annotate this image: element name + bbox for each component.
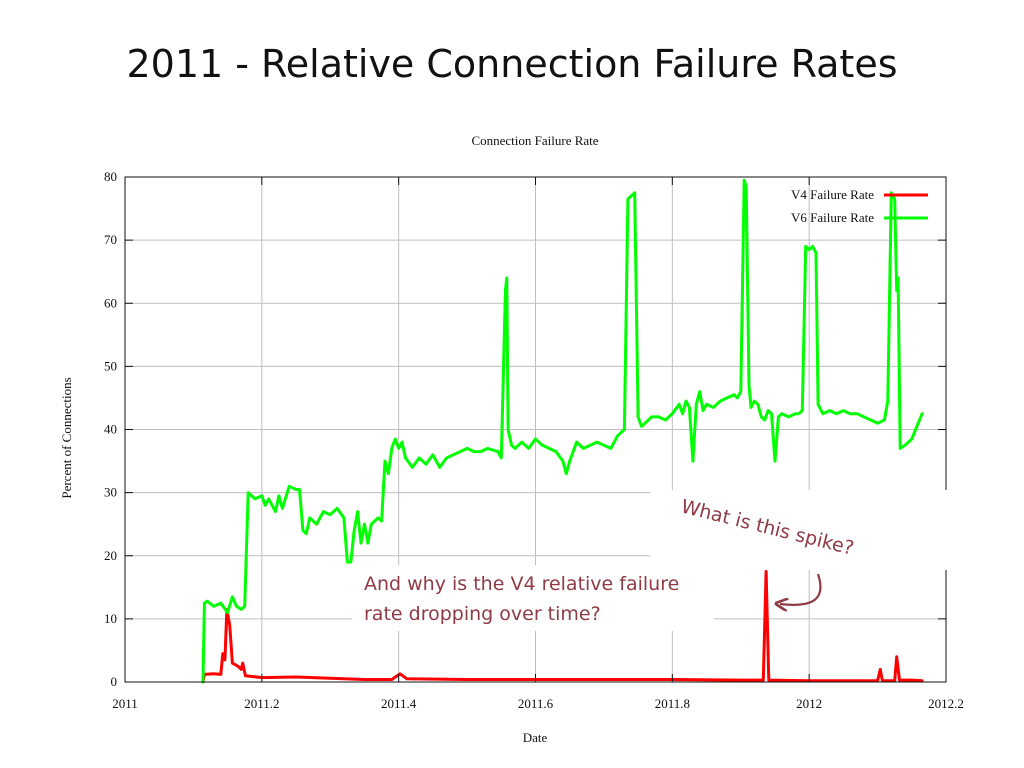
slide-title: 2011 - Relative Connection Failure Rates <box>126 42 898 86</box>
legend-label: V4 Failure Rate <box>791 187 874 202</box>
y-tick-label: 50 <box>104 358 117 373</box>
x-axis-label: Date <box>522 730 548 745</box>
y-tick-label: 30 <box>104 485 117 500</box>
y-tick-label: 20 <box>104 548 117 563</box>
chart-title: Connection Failure Rate <box>471 133 599 148</box>
x-tick-label: 2012.2 <box>928 696 964 711</box>
x-tick-label: 2011.8 <box>655 696 690 711</box>
dropping-annotation-backdrop <box>352 565 714 631</box>
v6-series-line <box>201 178 924 684</box>
series-layer <box>201 178 924 684</box>
y-tick-label: 0 <box>111 674 118 689</box>
axis-ticks: 0 10 20 30 40 50 60 70 80 2011 2011.2 2011.4 2011.6 2… <box>104 169 964 711</box>
legend: V4 Failure Rate V6 Failure Rate <box>791 187 928 225</box>
annotations: What is this spike? And why is the V4 re… <box>352 490 950 631</box>
y-tick-label: 70 <box>104 232 117 247</box>
x-tick-label: 2011 <box>112 696 138 711</box>
dropping-annotation-line1: And why is the V4 relative failure <box>364 573 679 595</box>
dropping-annotation-line2: rate dropping over time? <box>364 603 601 625</box>
curved-arrow-icon <box>780 573 822 605</box>
y-tick-label: 80 <box>104 169 117 184</box>
legend-label: V6 Failure Rate <box>791 210 874 225</box>
grid-lines <box>125 177 946 682</box>
y-tick-label: 60 <box>104 295 117 310</box>
spike-annotation-backdrop <box>650 490 950 570</box>
x-tick-label: 2011.2 <box>244 696 279 711</box>
y-tick-label: 10 <box>104 611 117 626</box>
x-tick-label: 2011.4 <box>381 696 417 711</box>
x-tick-label: 2012 <box>796 696 822 711</box>
y-tick-label: 40 <box>104 422 117 437</box>
x-tick-label: 2011.6 <box>518 696 554 711</box>
